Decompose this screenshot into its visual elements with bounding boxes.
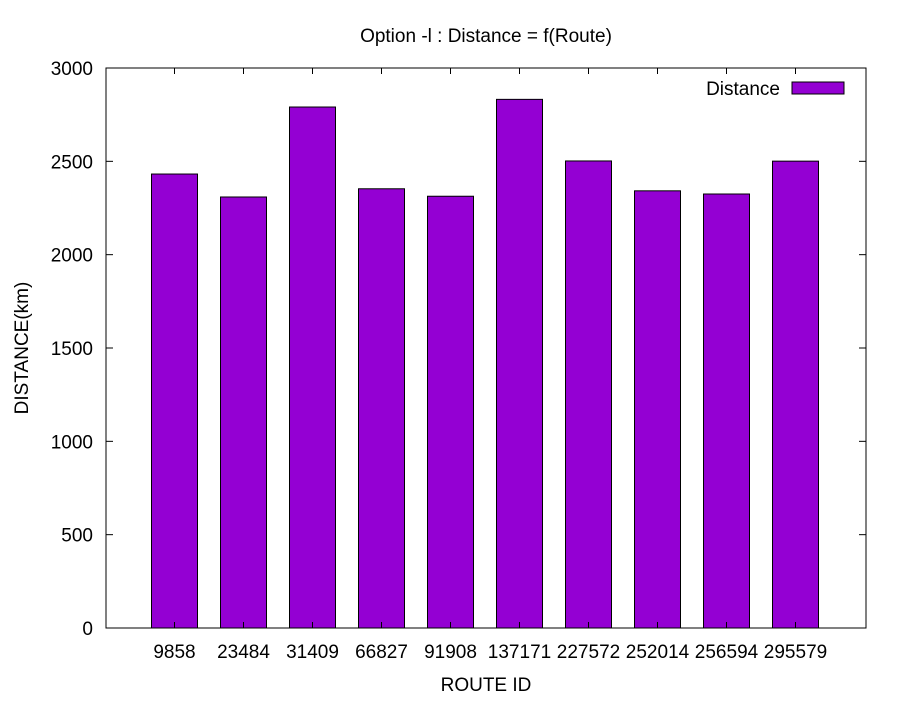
x-tick-label: 66827 — [355, 642, 408, 663]
chart-title: Option -l : Distance = f(Route) — [360, 26, 612, 47]
y-tick-label: 0 — [82, 619, 93, 640]
y-tick-label: 1000 — [51, 432, 93, 453]
legend-swatch — [791, 81, 845, 95]
bar-23484 — [220, 196, 267, 629]
bar-9858 — [151, 173, 198, 629]
x-tick-label: 9858 — [153, 642, 195, 663]
x-tick-label: 91908 — [424, 642, 477, 663]
x-tick-label: 227572 — [557, 642, 620, 663]
x-tick-label: 31409 — [286, 642, 339, 663]
bars-group — [151, 98, 819, 629]
y-axis-label: DISTANCE(km) — [12, 282, 33, 415]
ticks-group: 9858 23484 31409 66827 91908 137171 227572 2520… — [51, 59, 866, 663]
bar-66827 — [358, 188, 405, 629]
bar-91908 — [427, 195, 474, 629]
x-tick-label: 256594 — [695, 642, 759, 663]
x-tick-label: 252014 — [626, 642, 690, 663]
bar-295579 — [772, 160, 819, 629]
bar-31409 — [289, 106, 336, 629]
y-tick-label: 2000 — [51, 246, 93, 267]
x-axis-label: ROUTE ID — [441, 675, 532, 696]
x-tick-label: 295579 — [764, 642, 827, 663]
y-tick-label: 2500 — [51, 152, 93, 173]
legend: Distance — [706, 79, 845, 100]
y-tick-label: 1500 — [51, 339, 93, 360]
x-tick-label: 23484 — [217, 642, 270, 663]
legend-label: Distance — [706, 79, 780, 100]
y-tick-label: 3000 — [51, 59, 93, 80]
y-tick-label: 500 — [61, 526, 93, 547]
plot-border — [105, 67, 867, 629]
bar-252014 — [634, 190, 681, 629]
bar-137171 — [496, 98, 543, 629]
bar-256594 — [703, 193, 750, 629]
bar-227572 — [565, 160, 612, 629]
x-tick-label: 137171 — [488, 642, 551, 663]
